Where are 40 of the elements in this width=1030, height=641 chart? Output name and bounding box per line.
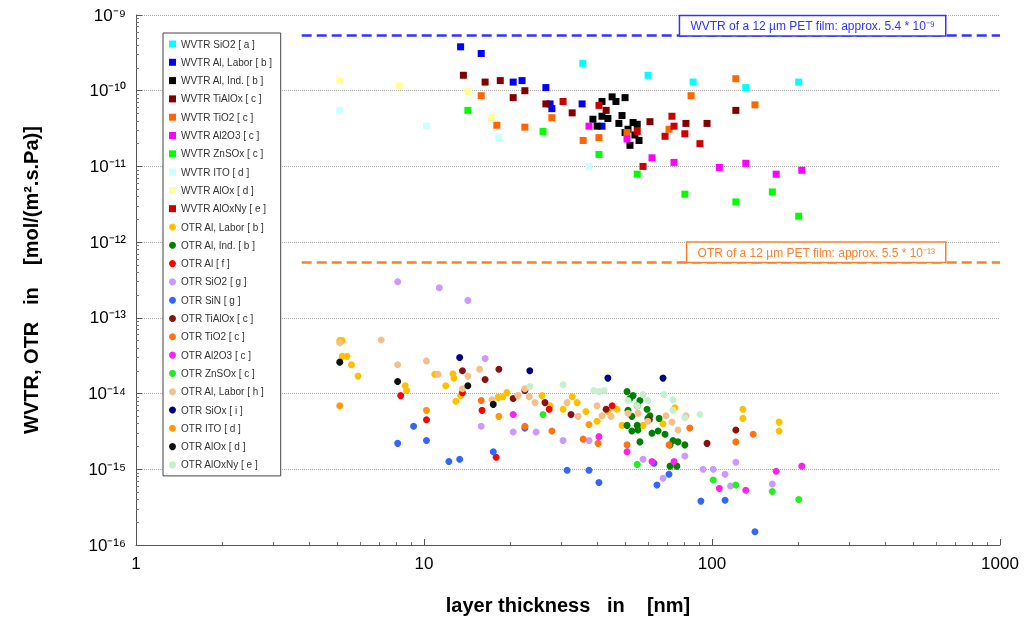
legend-label: OTR AlOxNy [ e ] bbox=[181, 459, 258, 471]
legend-label: WVTR SiO2 [ a ] bbox=[181, 38, 256, 50]
legend-label: OTR SiOx [ i ] bbox=[181, 404, 243, 416]
legend-label: OTR ZnSOx [ c ] bbox=[181, 367, 256, 379]
x-tick-label: 10 bbox=[414, 554, 434, 573]
x-tick-label: 100 bbox=[697, 554, 727, 573]
legend-label: OTR ITO [ d ] bbox=[181, 422, 242, 434]
y-axis-title: WVTR, OTR in [mol/(m².s.Pa)] bbox=[20, 126, 42, 434]
y-tick-label: 10⁻¹² bbox=[89, 232, 127, 252]
legend-label: OTR SiO2 [ g ] bbox=[181, 276, 247, 288]
ref-line-label: OTR of a 12 µm PET film: approx. 5.5 * 10⁻¹³ bbox=[697, 245, 935, 260]
y-tick-label: 10⁻¹⁴ bbox=[88, 384, 126, 404]
legend-label: WVTR AlOxNy [ e ] bbox=[181, 203, 267, 215]
legend-label: OTR Al, Labor [ h ] bbox=[181, 386, 265, 398]
x-tick-label: 1000 bbox=[981, 554, 1019, 573]
y-tick-label: 10⁻¹¹ bbox=[89, 156, 127, 176]
legend-label: WVTR TiO2 [ c ] bbox=[181, 111, 254, 123]
legend-label: WVTR AlOx [ d ] bbox=[181, 184, 255, 196]
legend-label: OTR Al, Labor [ b ] bbox=[181, 221, 265, 233]
legend-label: WVTR Al, Ind. [ b ] bbox=[181, 75, 264, 87]
y-tick-label: 10⁻¹³ bbox=[89, 308, 127, 328]
legend-label: WVTR ZnSOx [ c ] bbox=[181, 148, 264, 160]
y-tick-label: 10⁻⁹ bbox=[93, 5, 126, 25]
legend-label: OTR Al, Ind. [ b ] bbox=[181, 239, 256, 251]
y-tick-label: 10⁻¹⁵ bbox=[88, 459, 126, 479]
legend-label: WVTR TiAlOx [ c ] bbox=[181, 93, 262, 105]
legend-label: OTR SiN [ g ] bbox=[181, 294, 241, 306]
legend-label: WVTR Al2O3 [ c ] bbox=[181, 130, 260, 141]
legend-label: OTR TiO2 [ c ] bbox=[181, 331, 246, 343]
legend-label: OTR TiAlOx [ c ] bbox=[181, 313, 254, 324]
legend-label: WVTR Al, Labor [ b ] bbox=[181, 56, 273, 68]
y-tick-label: 10⁻¹⁰ bbox=[89, 81, 126, 101]
y-tick-label: 10⁻¹⁶ bbox=[88, 535, 126, 555]
x-tick-label: 1 bbox=[131, 554, 141, 573]
legend-label: OTR AlOx [ d ] bbox=[181, 441, 246, 453]
legend-label: OTR Al2O3 [ c ] bbox=[181, 349, 252, 361]
x-axis-title: layer thickness in [nm] bbox=[445, 594, 691, 616]
legend-label: WVTR ITO [ d ] bbox=[181, 166, 250, 178]
legend-label: OTR Al [ f ] bbox=[181, 258, 231, 270]
ref-line-label: WVTR of a 12 µm PET film: approx. 5.4 * 10⁻⁹ bbox=[690, 19, 935, 34]
